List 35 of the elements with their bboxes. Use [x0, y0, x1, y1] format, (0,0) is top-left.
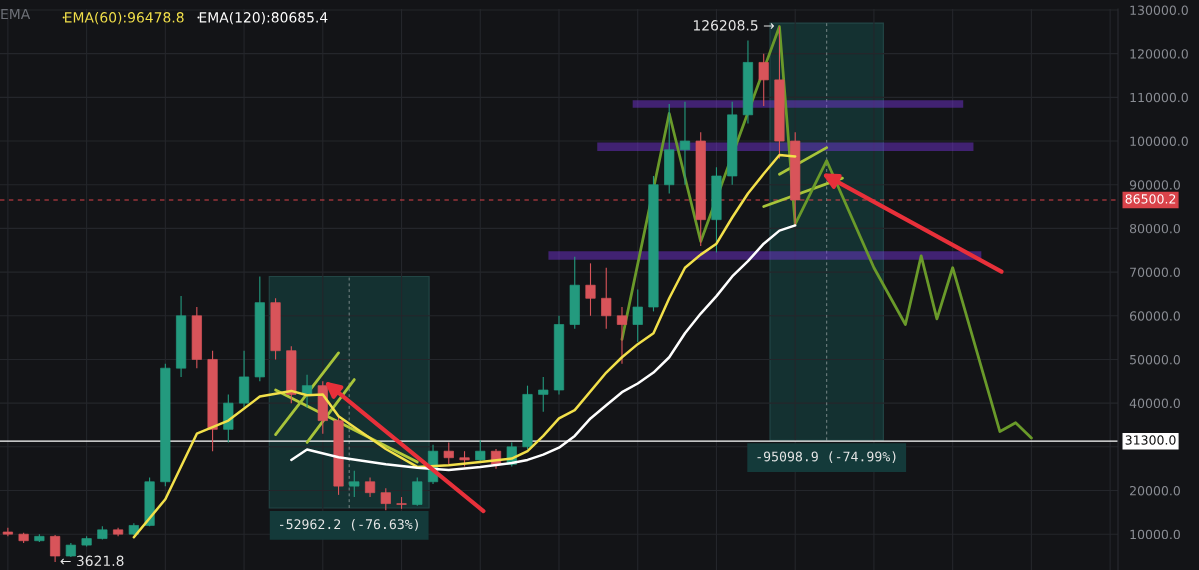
ref-line-label: 86500.2: [1125, 194, 1176, 204]
candlestick: [632, 289, 643, 343]
candlestick: [679, 101, 691, 186]
y-tick-label: 60000.0: [1129, 311, 1180, 321]
candlestick: [349, 470, 360, 498]
annotation: ← 3621.8: [60, 555, 124, 567]
candlestick: [538, 376, 549, 413]
y-tick-label: 110000.0: [1130, 92, 1188, 103]
candlestick: [443, 441, 454, 465]
y-tick-label: 40000.0: [1129, 398, 1180, 409]
y-tick-label: 90000.0: [1129, 180, 1180, 190]
y-tick-label: 120000.0: [1130, 49, 1188, 59]
candlestick: [50, 534, 61, 563]
y-tick-label: 20000.0: [1130, 485, 1180, 496]
y-tick-label: 130000.0: [1130, 5, 1188, 15]
candlestick: [616, 306, 628, 365]
y-tick-label: 50000.0: [1130, 354, 1180, 365]
candlestick: [380, 487, 391, 511]
candlestick: [412, 476, 423, 507]
legend-label: EMA(60):96478.8: [65, 11, 184, 25]
y-tick-label: 10000.0: [1130, 529, 1180, 540]
annotation: 126208.5 →: [693, 20, 775, 31]
candlestick: [585, 262, 596, 317]
y-tick-label: 70000.0: [1130, 267, 1180, 278]
candlestick: [601, 267, 612, 330]
candlestick: [364, 476, 376, 498]
ref-line-label: 31300.0: [1125, 435, 1176, 445]
candlestick: [758, 53, 769, 107]
annotation: EMA: [1, 8, 31, 20]
candlestick: [301, 374, 313, 409]
y-tick-label: 100000.0: [1130, 136, 1188, 146]
annotation: -52962.2 (-76.63%): [279, 518, 418, 531]
legend-label: EMA(120):80685.4: [199, 11, 328, 25]
annotation: -95098.9 (-74.99%): [757, 451, 896, 464]
y-tick-label: 80000.0: [1129, 223, 1180, 234]
